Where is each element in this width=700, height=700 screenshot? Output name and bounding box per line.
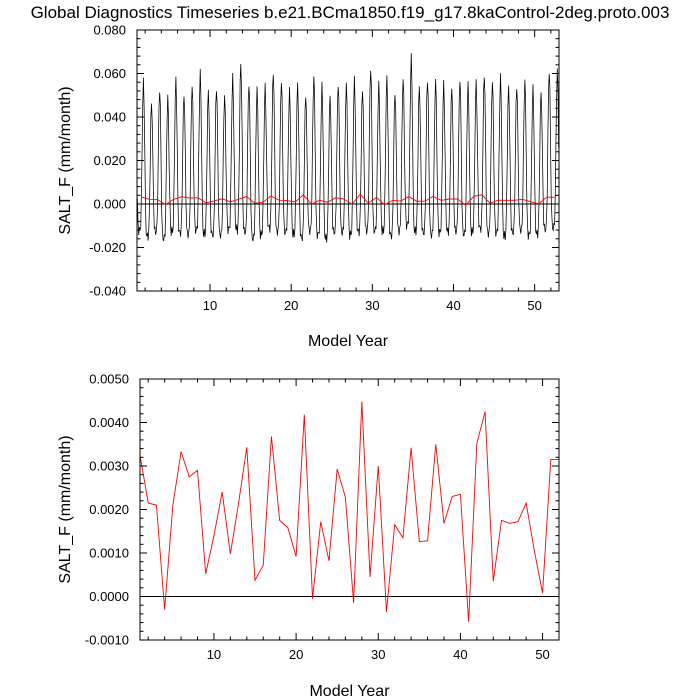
page-title: Global Diagnostics Timeseries b.e21.BCma… [30, 3, 670, 22]
y-axis-label: SALT_F (mm/month) [57, 86, 74, 234]
bottom-panel: 10 20 30 40 50 -0.0010 0.0000 0.0010 0.0020 0.003… [57, 372, 560, 700]
y-tick-label: 0.0040 [89, 415, 129, 430]
x-tick-label: 20 [284, 298, 298, 313]
y-tick-label: -0.020 [89, 240, 126, 255]
series-line-monthly [136, 53, 560, 243]
y-tick-label: -0.0010 [85, 633, 129, 648]
y-tick-label: 0.0020 [89, 502, 129, 517]
y-tick-label: 0.000 [93, 197, 126, 212]
y-tick-label: -0.040 [89, 284, 126, 299]
x-tick-label: 40 [453, 647, 467, 662]
y-tick-label: 0.0030 [89, 459, 129, 474]
y-axis-label: SALT_F (mm/month) [57, 435, 74, 583]
plot-frame [139, 378, 560, 641]
x-tick-label: 10 [207, 647, 221, 662]
x-tick-label: 30 [371, 647, 385, 662]
x-tick-label: 20 [289, 647, 303, 662]
y-tick-label: 0.0010 [89, 546, 129, 561]
x-tick-label: 50 [535, 647, 549, 662]
x-tick-label: 50 [527, 298, 541, 313]
y-tick-label: 0.0000 [89, 589, 129, 604]
x-tick-label: 30 [365, 298, 379, 313]
series-line-annual [139, 401, 559, 622]
x-axis-label: Model Year [309, 683, 390, 700]
x-tick-label: 10 [203, 298, 217, 313]
y-tick-label: 0.080 [93, 23, 126, 38]
x-tick-label: 40 [446, 298, 460, 313]
top-panel: 10 20 30 40 50 -0.040 -0.020 0.000 0.020 0.040 0.0… [57, 23, 560, 350]
y-tick-label: 0.020 [93, 153, 126, 168]
x-axis-label: Model Year [308, 333, 389, 350]
y-tick-label: 0.060 [93, 66, 126, 81]
series-line-annual [140, 193, 555, 206]
y-tick-label: 0.0050 [89, 372, 129, 387]
y-tick-label: 0.040 [93, 110, 126, 125]
